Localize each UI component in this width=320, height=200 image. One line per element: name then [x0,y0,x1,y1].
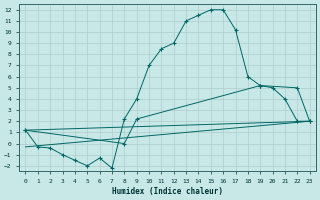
X-axis label: Humidex (Indice chaleur): Humidex (Indice chaleur) [112,187,223,196]
